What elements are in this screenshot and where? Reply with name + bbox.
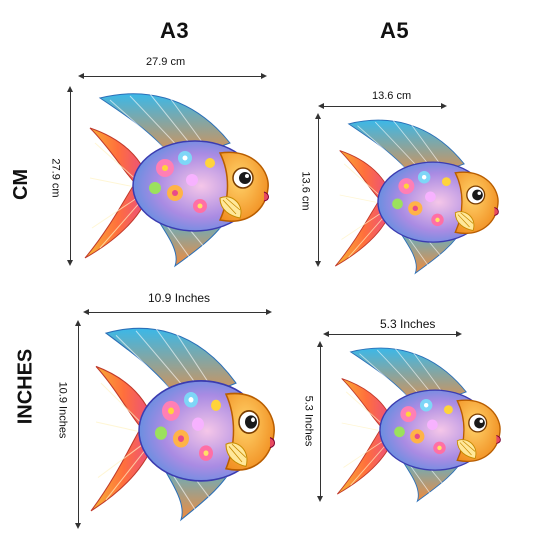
arrow-down-icon (317, 496, 323, 502)
arrow-up-icon (67, 86, 73, 92)
row-heading-cm: CM (10, 168, 33, 201)
a5-cm-width-label: 13.6 cm (372, 90, 412, 102)
row-heading-inches: INCHES (14, 348, 37, 425)
a3-in-width-label: 10.9 Inches (148, 291, 211, 305)
a5-cm-width-line (320, 106, 445, 107)
a3-in-width-line (85, 312, 270, 313)
arrow-right-icon (456, 331, 462, 337)
a5-in-height-line (320, 343, 321, 500)
arrow-left-icon (318, 103, 324, 109)
arrow-right-icon (441, 103, 447, 109)
column-heading-a5: A5 (380, 18, 410, 43)
a3-cm-width-line (80, 76, 265, 77)
arrow-up-icon (317, 341, 323, 347)
a3-in-height-line (78, 322, 79, 527)
arrow-right-icon (266, 309, 272, 315)
a3-cm-width-label: 27.9 cm (146, 56, 186, 68)
a5-in-height-label: 5.3 Inches (302, 395, 315, 447)
a3-cm-height-label: 27.9 cm (49, 158, 62, 198)
fish-puzzle-image (84, 93, 270, 267)
arrow-up-icon (315, 113, 321, 119)
arrow-down-icon (67, 260, 73, 266)
a5-cm-height-label: 13.6 cm (299, 171, 312, 211)
a5-in-width-line (325, 334, 460, 335)
column-heading-a3: A3 (160, 18, 190, 43)
arrow-up-icon (75, 320, 81, 326)
arrow-left-icon (83, 309, 89, 315)
arrow-down-icon (315, 261, 321, 267)
a3-cm-height-line (70, 88, 71, 264)
arrow-right-icon (261, 73, 267, 79)
fish-puzzle-image (90, 327, 276, 521)
fish-puzzle-image (336, 347, 502, 502)
arrow-left-icon (78, 73, 84, 79)
a5-cm-height-line (318, 115, 319, 265)
a3-in-height-label: 10.9 Inches (56, 381, 69, 439)
arrow-down-icon (75, 523, 81, 529)
a5-in-width-label: 5.3 Inches (380, 317, 436, 331)
fish-puzzle-image (334, 119, 500, 274)
arrow-left-icon (323, 331, 329, 337)
